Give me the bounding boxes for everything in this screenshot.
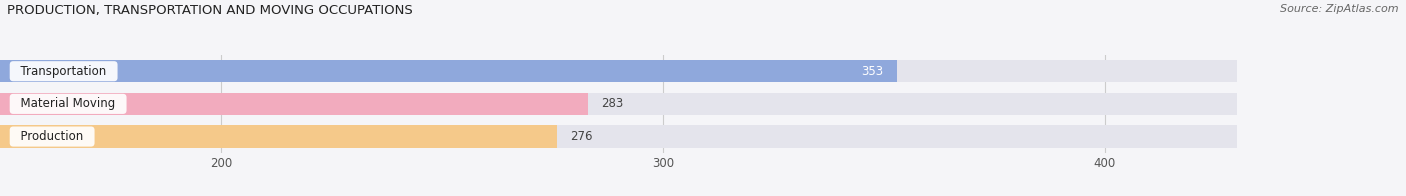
Text: 283: 283: [600, 97, 623, 110]
Bar: [0, 125, 557, 148]
Text: Transportation: Transportation: [13, 65, 114, 78]
Text: Source: ZipAtlas.com: Source: ZipAtlas.com: [1281, 4, 1399, 14]
Text: 276: 276: [569, 130, 592, 143]
Text: Production: Production: [13, 130, 91, 143]
Text: 353: 353: [862, 65, 884, 78]
Bar: [0, 93, 588, 115]
Bar: [0, 60, 1237, 82]
Bar: [0, 60, 897, 82]
Text: Material Moving: Material Moving: [13, 97, 122, 110]
Text: PRODUCTION, TRANSPORTATION AND MOVING OCCUPATIONS: PRODUCTION, TRANSPORTATION AND MOVING OC…: [7, 4, 413, 17]
Bar: [0, 93, 1237, 115]
Bar: [0, 125, 1237, 148]
